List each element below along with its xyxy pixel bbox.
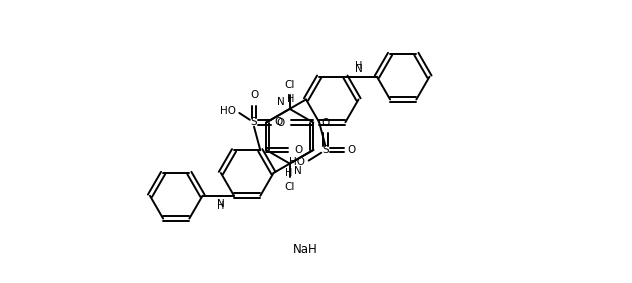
Text: O: O xyxy=(250,90,258,100)
Text: O: O xyxy=(274,117,283,127)
Text: S: S xyxy=(322,145,329,155)
Text: N: N xyxy=(295,166,302,176)
Text: N: N xyxy=(277,97,285,107)
Text: O: O xyxy=(277,117,285,128)
Text: Cl: Cl xyxy=(284,80,295,90)
Text: HO: HO xyxy=(220,106,236,116)
Text: NaH: NaH xyxy=(293,243,318,256)
Text: O: O xyxy=(348,145,356,155)
Text: O: O xyxy=(295,145,303,155)
Text: S: S xyxy=(251,117,257,127)
Text: H: H xyxy=(287,94,295,104)
Text: N: N xyxy=(355,64,362,74)
Text: N: N xyxy=(217,199,225,209)
Text: H: H xyxy=(355,61,362,71)
Text: Cl: Cl xyxy=(284,183,295,192)
Text: H: H xyxy=(217,201,224,211)
Text: H: H xyxy=(285,168,293,178)
Text: HO: HO xyxy=(289,156,305,167)
Text: O: O xyxy=(321,118,329,128)
